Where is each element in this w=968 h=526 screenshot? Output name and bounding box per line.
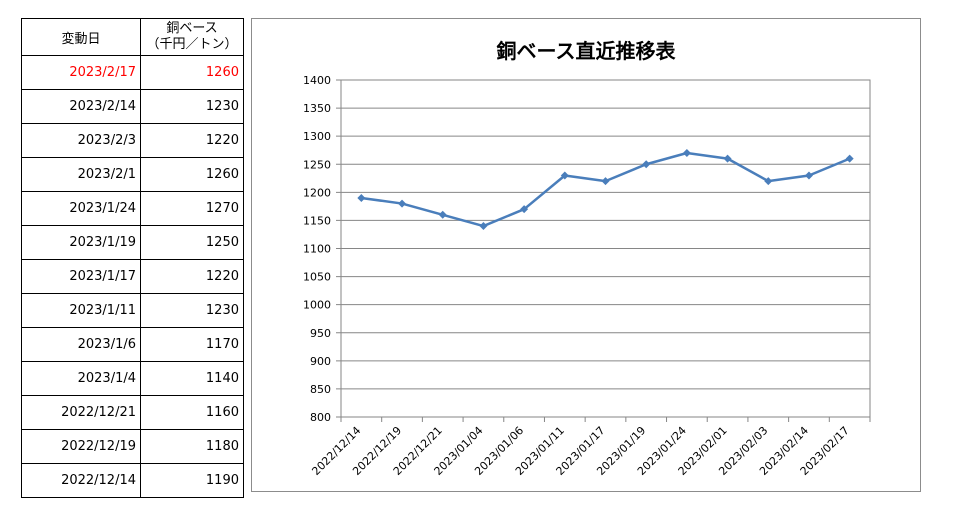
header-value-line1: 銅ベース: [166, 21, 218, 36]
y-tick-label: 800: [310, 411, 331, 424]
row-date: 2022/12/14: [21, 463, 141, 498]
header-date: 変動日: [21, 18, 141, 56]
table-row: 2023/1/6 1170: [21, 327, 244, 362]
y-tick-label: 1400: [303, 74, 331, 87]
row-date: 2023/1/6: [21, 327, 141, 362]
y-tick-label: 850: [310, 383, 331, 396]
row-value: 1250: [140, 225, 244, 260]
row-date: 2023/1/17: [21, 259, 141, 294]
y-tick-label: 1200: [303, 186, 331, 199]
row-value: 1190: [140, 463, 244, 498]
data-point: [845, 154, 854, 163]
y-tick-label: 900: [310, 355, 331, 368]
table-row: 2023/2/17 1260: [21, 55, 244, 90]
row-date: 2023/1/19: [21, 225, 141, 260]
data-point: [723, 154, 732, 163]
data-point: [438, 210, 447, 219]
row-value: 1140: [140, 361, 244, 396]
y-tick-label: 1300: [303, 130, 331, 143]
y-tick-label: 950: [310, 327, 331, 340]
table-row: 2023/1/11 1230: [21, 293, 244, 328]
y-tick-label: 1250: [303, 158, 331, 171]
row-date: 2023/1/24: [21, 191, 141, 226]
row-value: 1260: [140, 55, 244, 90]
row-date: 2023/2/3: [21, 123, 141, 158]
chart-area: 銅ベース直近推移表 800 850 900 950 1000 1050 1100 1150 12…: [251, 18, 921, 492]
data-point: [520, 205, 529, 214]
row-value: 1270: [140, 191, 244, 226]
y-tick-label: 1050: [303, 271, 331, 284]
table-row: 2023/1/17 1220: [21, 259, 244, 294]
row-value: 1220: [140, 123, 244, 158]
data-point: [642, 160, 651, 169]
table-row: 2023/2/14 1230: [21, 89, 244, 124]
y-tick-label: 1150: [303, 214, 331, 227]
row-value: 1260: [140, 157, 244, 192]
table-row: 2023/2/1 1260: [21, 157, 244, 192]
header-value: 銅ベース （千円／トン）: [140, 18, 244, 56]
price-table: 変動日 銅ベース （千円／トン） 2023/2/17 1260 2023/2/14 1…: [21, 18, 244, 498]
header-value-line2: （千円／トン）: [146, 37, 238, 52]
data-point: [601, 177, 610, 186]
table-row: 2022/12/21 1160: [21, 395, 244, 430]
row-date: 2023/2/1: [21, 157, 141, 192]
row-date: 2023/1/4: [21, 361, 141, 396]
row-date: 2023/2/17: [21, 55, 141, 90]
table-row: 2023/1/24 1270: [21, 191, 244, 226]
row-date: 2022/12/19: [21, 429, 141, 464]
row-value: 1160: [140, 395, 244, 430]
row-value: 1170: [140, 327, 244, 362]
data-point: [764, 177, 773, 186]
row-date: 2023/1/11: [21, 293, 141, 328]
line-chart: 800 850 900 950 1000 1050 1100 1150 1200 1250 1300…: [303, 74, 871, 478]
row-value: 1230: [140, 293, 244, 328]
table-row: 2022/12/19 1180: [21, 429, 244, 464]
table-body: 2023/2/17 1260 2023/2/14 1230 2023/2/3 1220 20…: [21, 55, 244, 498]
data-point: [398, 199, 407, 208]
data-point: [479, 222, 488, 231]
row-value: 1230: [140, 89, 244, 124]
y-tick-label: 1000: [303, 299, 331, 312]
data-point: [682, 149, 691, 158]
data-point: [804, 171, 813, 180]
table-row: 2022/12/14 1190: [21, 463, 244, 498]
data-point: [357, 193, 366, 202]
y-tick-label: 1100: [303, 243, 331, 256]
row-value: 1180: [140, 429, 244, 464]
table-header-row: 変動日 銅ベース （千円／トン）: [21, 18, 244, 56]
y-tick-label: 1350: [303, 102, 331, 115]
row-value: 1220: [140, 259, 244, 294]
row-date: 2022/12/21: [21, 395, 141, 430]
table-row: 2023/1/19 1250: [21, 225, 244, 260]
table-row: 2023/1/4 1140: [21, 361, 244, 396]
row-date: 2023/2/14: [21, 89, 141, 124]
chart-title: 銅ベース直近推移表: [496, 39, 676, 63]
data-point: [560, 171, 569, 180]
table-row: 2023/2/3 1220: [21, 123, 244, 158]
